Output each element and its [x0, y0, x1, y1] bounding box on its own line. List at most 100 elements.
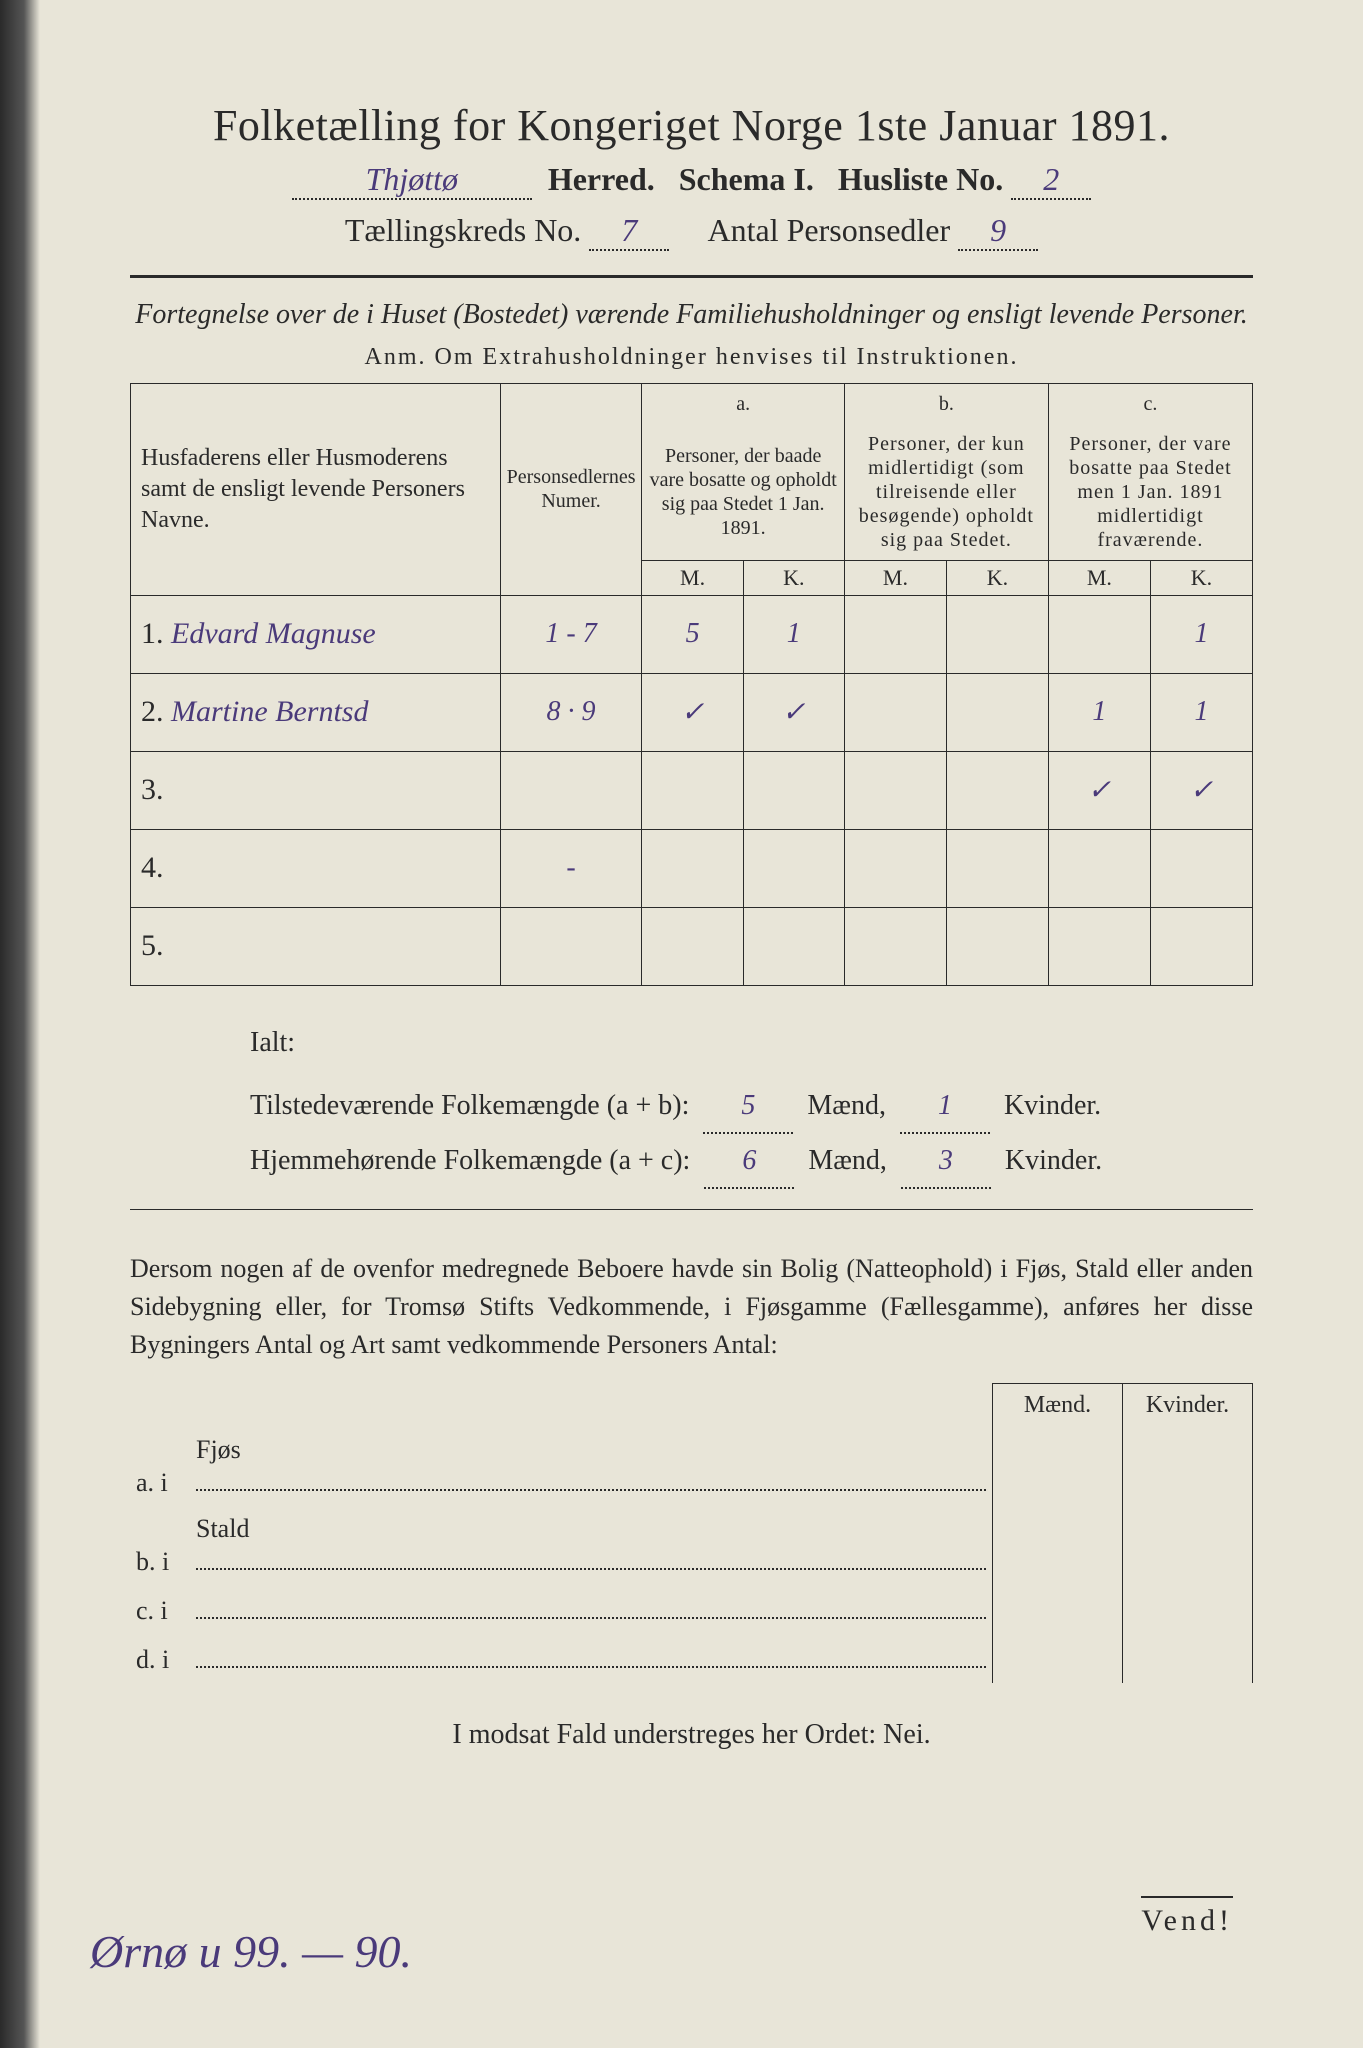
header-line-2: Tællingskreds No. 7 Antal Personsedler 9 [130, 212, 1253, 251]
side-cell [1123, 1634, 1253, 1683]
kreds-label: Tællingskreds No. [345, 212, 581, 248]
table-row: 1. Edvard Magnuse 1 - 7 5 1 1 [131, 595, 1253, 673]
antal-value: 9 [990, 212, 1006, 248]
col-c-k: K. [1150, 560, 1252, 595]
cell [642, 907, 743, 985]
side-row-text: Fjøs [196, 1435, 241, 1464]
cell [946, 829, 1048, 907]
cell: 1 [743, 595, 844, 673]
row-num: - [500, 829, 642, 907]
row-idx: 5. [141, 929, 164, 962]
divider [130, 1209, 1253, 1210]
side-cell [993, 1506, 1123, 1585]
row-num [500, 751, 642, 829]
col-a-top: a. [642, 383, 844, 424]
herred-label: Herred. [548, 161, 655, 197]
side-cell [993, 1585, 1123, 1634]
row-name: Edvard Magnuse [171, 617, 376, 650]
totals-block: Ialt: Tilstedeværende Folkemængde (a + b… [250, 1016, 1253, 1190]
dotted-fill [196, 1593, 986, 1619]
main-table: Husfaderens eller Husmoderens samt de en… [130, 383, 1253, 986]
cell [642, 751, 743, 829]
form-subtitle: Fortegnelse over de i Huset (Bostedet) v… [130, 296, 1253, 334]
side-row-label: c. i [130, 1585, 190, 1634]
totals-row-1: Tilstedeværende Folkemængde (a + b): 5 M… [250, 1079, 1253, 1134]
kvinder-label: Kvinder. [1004, 1090, 1101, 1121]
table-row: 3. ✓ ✓ [131, 751, 1253, 829]
cell: ✓ [743, 673, 844, 751]
row-idx: 1. [141, 617, 164, 650]
cell [946, 751, 1048, 829]
form-anm: Anm. Om Extrahusholdninger henvises til … [130, 344, 1253, 371]
form-title: Folketælling for Kongeriget Norge 1ste J… [130, 100, 1253, 151]
cell [743, 829, 844, 907]
antal-label: Antal Personsedler [708, 212, 951, 248]
cell [844, 829, 946, 907]
cell [743, 751, 844, 829]
side-cell [1123, 1427, 1253, 1506]
cell [1150, 829, 1252, 907]
cell [946, 595, 1048, 673]
cell: 5 [642, 595, 743, 673]
col-b-k: K. [946, 560, 1048, 595]
side-row: a. i Fjøs [130, 1427, 1253, 1506]
side-cell [1123, 1506, 1253, 1585]
dotted-fill [196, 1465, 986, 1491]
maend-label: Mænd, [808, 1145, 887, 1176]
row1-k: 1 [938, 1090, 952, 1121]
row1-m: 5 [741, 1090, 755, 1121]
col-name-text: Husfaderens eller Husmoderens samt de en… [141, 445, 465, 533]
cell [844, 907, 946, 985]
row-idx: 3. [141, 773, 164, 806]
cell [844, 595, 946, 673]
col-b-top: b. [844, 383, 1048, 424]
col-b-m: M. [844, 560, 946, 595]
row-num: 1 - 7 [500, 595, 642, 673]
cell: ✓ [1048, 751, 1150, 829]
col-c-header: Personer, der vare bosatte paa Stedet me… [1048, 424, 1252, 561]
schema-label: Schema I. [679, 161, 814, 197]
col-c-m: M. [1048, 560, 1150, 595]
cell [844, 751, 946, 829]
side-row-label: d. i [130, 1634, 190, 1683]
col-num-header: Personsedlernes Numer. [500, 383, 642, 595]
cell [743, 907, 844, 985]
side-cell [1123, 1585, 1253, 1634]
row2-label: Hjemmehørende Folkemængde (a + c): [250, 1145, 690, 1176]
cell: 1 [1150, 673, 1252, 751]
side-maend-head: Mænd. [993, 1384, 1123, 1428]
kvinder-label: Kvinder. [1005, 1145, 1102, 1176]
herred-value: Thjøttø [366, 161, 458, 197]
cell [642, 829, 743, 907]
table-row: 5. [131, 907, 1253, 985]
col-a-header: Personer, der baade vare bosatte og opho… [642, 424, 844, 561]
col-c-top: c. [1048, 383, 1252, 424]
husliste-value: 2 [1043, 161, 1059, 197]
husliste-label: Husliste No. [838, 161, 1003, 197]
ialt-label: Ialt: [250, 1016, 1253, 1069]
side-row-text: Stald [196, 1514, 249, 1543]
header-line-1: Thjøttø Herred. Schema I. Husliste No. 2 [130, 161, 1253, 200]
row-idx: 2. [141, 695, 164, 728]
cell [1048, 907, 1150, 985]
side-building-table: Mænd. Kvinder. a. i Fjøs b. i Stald c. i… [130, 1383, 1253, 1683]
dotted-fill [196, 1642, 986, 1668]
row2-k: 3 [939, 1145, 953, 1176]
col-b-header: Personer, der kun midlertidigt (som tilr… [844, 424, 1048, 561]
cell [1048, 595, 1150, 673]
cell [844, 673, 946, 751]
col-a-k: K. [743, 560, 844, 595]
side-row: b. i Stald [130, 1506, 1253, 1585]
dotted-fill [196, 1544, 986, 1570]
row2-m: 6 [742, 1145, 756, 1176]
side-building-paragraph: Dersom nogen af de ovenfor medregnede Be… [130, 1250, 1253, 1363]
cell [1150, 907, 1252, 985]
row-num: 8 · 9 [500, 673, 642, 751]
cell [1048, 829, 1150, 907]
vend-label: Vend! [1141, 1896, 1233, 1938]
kreds-value: 7 [621, 212, 637, 248]
cell: ✓ [642, 673, 743, 751]
side-row-label: b. i [130, 1506, 190, 1585]
table-row: 4. - [131, 829, 1253, 907]
table-row: 2. Martine Berntsd 8 · 9 ✓ ✓ 1 1 [131, 673, 1253, 751]
